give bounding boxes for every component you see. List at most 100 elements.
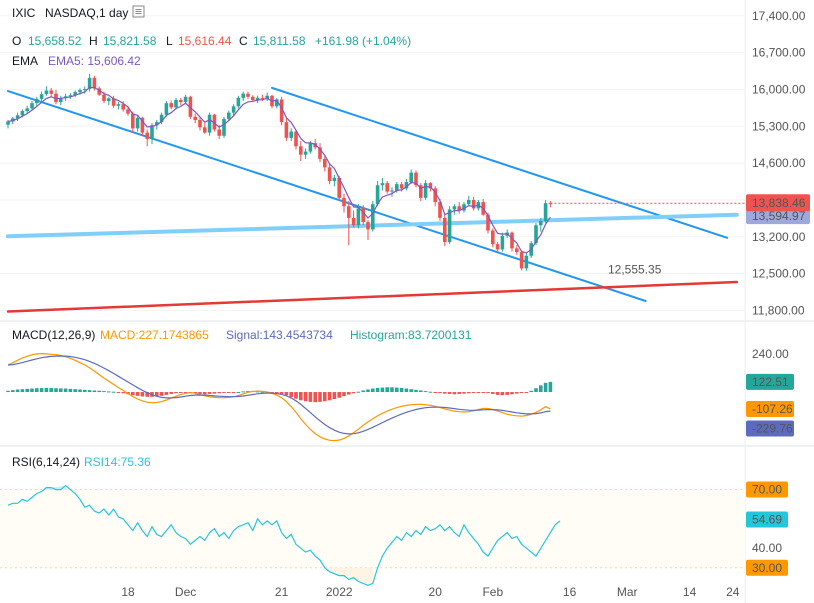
- macd-histogram-bar: [332, 392, 337, 400]
- macd-histogram-bar: [83, 389, 87, 393]
- candle-body: [25, 108, 29, 112]
- histogram-value: Histogram:83.7200131: [350, 328, 472, 342]
- ema-value: EMA5: 15,606.42: [48, 54, 141, 68]
- candle-body: [217, 129, 221, 136]
- candle: [543, 199, 548, 224]
- macd-histogram-bar: [255, 391, 260, 393]
- candle: [380, 177, 385, 191]
- candle-body: [347, 206, 351, 218]
- candle-body: [188, 96, 193, 117]
- candle-body: [107, 98, 111, 102]
- macd-histogram-bar: [227, 392, 231, 394]
- candle-body: [159, 114, 164, 123]
- last-price-label: 13,838.46: [752, 196, 806, 210]
- candle: [500, 232, 505, 252]
- candle-body: [447, 209, 452, 243]
- macd-histogram-bar: [159, 392, 164, 396]
- candle-body: [467, 199, 471, 205]
- candle: [342, 193, 346, 213]
- macd-histogram-bar: [371, 388, 375, 393]
- macd-histogram-bar: [102, 391, 106, 393]
- ema5-line: [7, 86, 551, 254]
- candle: [548, 201, 553, 208]
- macd-histogram-bar: [380, 387, 385, 393]
- macd-histogram-bar: [342, 392, 346, 397]
- candle: [241, 91, 245, 102]
- candle-body: [78, 89, 82, 93]
- candle-body: [169, 103, 173, 108]
- candle-body: [299, 146, 303, 155]
- time-tick-label: Mar: [617, 585, 638, 599]
- candle-body: [222, 118, 226, 136]
- signal-line: [7, 355, 551, 435]
- candle-body: [342, 197, 346, 207]
- candle-body: [385, 183, 389, 192]
- candle-body: [409, 172, 413, 183]
- macd-histogram-bar: [49, 388, 53, 393]
- candle-body: [423, 183, 428, 198]
- ema-indicator-label[interactable]: EMA: [12, 54, 38, 68]
- candle-body: [452, 206, 457, 210]
- macd-histogram-bar: [395, 387, 399, 393]
- candle: [438, 198, 442, 222]
- price-axis: 17,400.00 16,700.00 16,000.00 15,300.00 14,6…: [746, 9, 810, 576]
- channel-upper-trendline[interactable]: [271, 86, 729, 239]
- macd-histogram-bar: [313, 392, 317, 403]
- candle-body: [35, 98, 39, 104]
- candle: [351, 210, 356, 228]
- candle: [539, 217, 543, 232]
- macd-histogram-bar: [92, 390, 97, 393]
- symbol-label[interactable]: IXIC: [12, 6, 36, 20]
- candle: [169, 100, 173, 110]
- candle: [255, 95, 260, 104]
- macd-histogram-bar: [361, 390, 365, 393]
- candle-body: [49, 90, 53, 94]
- rsi-indicator-label[interactable]: RSI(6,14,24): [12, 455, 80, 469]
- macd-histogram-bar: [260, 391, 265, 393]
- macd-histogram-bar: [385, 387, 389, 393]
- base-trendline[interactable]: [6, 280, 739, 313]
- candle-body: [438, 202, 442, 218]
- macd-histogram-bar: [217, 392, 221, 394]
- candle-body: [371, 204, 375, 230]
- candle-body: [174, 99, 178, 108]
- macd-histogram-bar: [145, 392, 149, 397]
- time-tick-label: 20: [429, 585, 443, 599]
- macd-histogram-bar: [515, 392, 519, 394]
- hamburger-icon[interactable]: [132, 5, 145, 18]
- macd-histogram-bar: [366, 389, 370, 393]
- candle-body: [155, 122, 159, 126]
- macd-histogram-bar: [140, 392, 145, 397]
- macd-histogram-bar: [44, 387, 49, 393]
- rsi-oversold-fill: [329, 567, 373, 586]
- candle: [39, 91, 44, 102]
- candle: [457, 202, 461, 214]
- candle: [299, 141, 303, 162]
- macd-histogram-bar: [524, 392, 529, 394]
- macd-histogram-bar: [246, 391, 250, 393]
- time-tick-label: Dec: [175, 585, 196, 599]
- macd-indicator-label[interactable]: MACD(12,26,9): [12, 328, 95, 342]
- time-tick-label: 18: [121, 585, 135, 599]
- candle-body: [308, 143, 313, 152]
- signal-tag-label: -229.76: [752, 422, 793, 436]
- macd-histogram-bar: [121, 392, 125, 394]
- candle-body: [131, 113, 135, 129]
- candle: [327, 163, 332, 185]
- candle-body: [433, 188, 437, 203]
- macd-histogram-bar: [486, 392, 490, 394]
- macd-histogram-bar: [236, 392, 241, 394]
- candle: [227, 110, 231, 122]
- candle-body: [414, 172, 418, 186]
- rsi-band: [0, 489, 745, 568]
- candle: [371, 201, 375, 232]
- macd-histogram-bar: [476, 392, 481, 394]
- channel-lower-trendline[interactable]: [7, 90, 647, 303]
- candle-body: [462, 204, 466, 211]
- candle-body: [116, 104, 121, 106]
- candle-body: [135, 117, 140, 129]
- symbol-title: NASDAQ,1 day: [45, 6, 128, 20]
- candle: [207, 112, 212, 136]
- candle-body: [212, 114, 217, 130]
